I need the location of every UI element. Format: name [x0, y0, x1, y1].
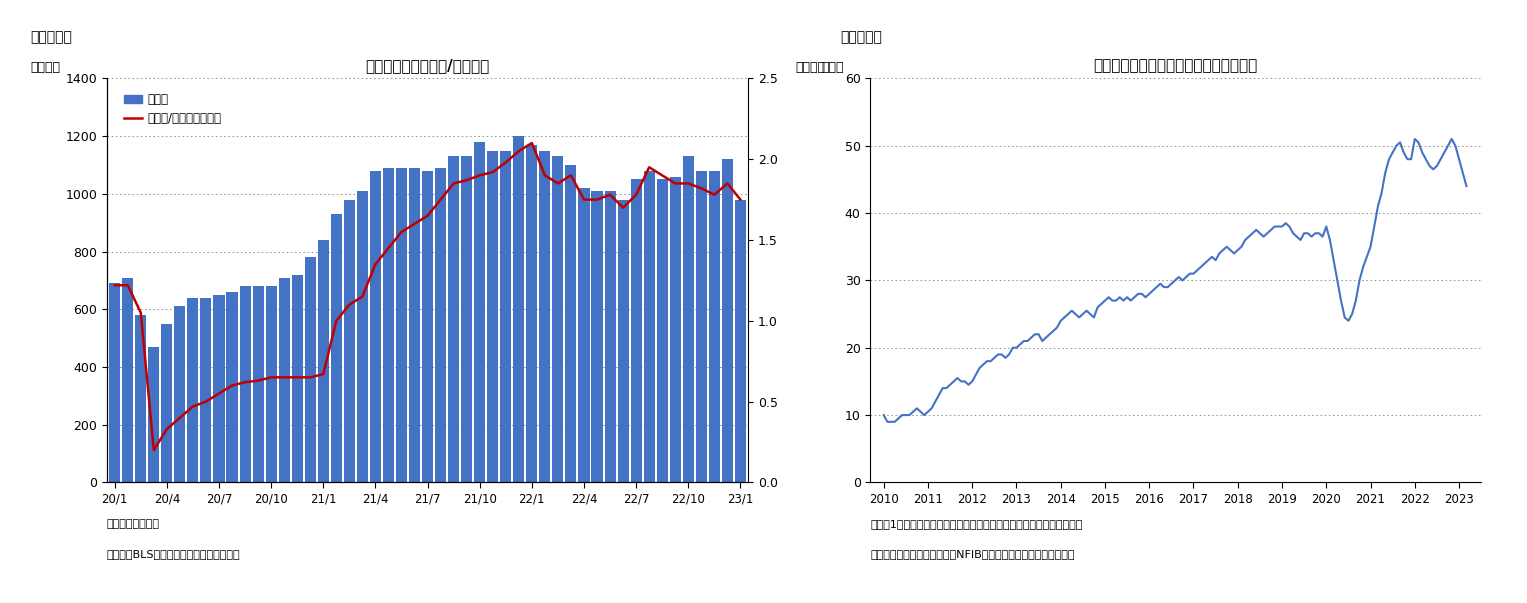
Bar: [696, 171, 707, 482]
Bar: [513, 136, 524, 482]
Text: （資料）BLSよりニッセイ基礎研究所作成: （資料）BLSよりニッセイ基礎研究所作成: [107, 549, 241, 559]
Bar: [162, 324, 173, 482]
Bar: [122, 277, 133, 482]
Bar: [447, 156, 460, 482]
Bar: [643, 171, 655, 482]
Bar: [487, 151, 498, 482]
Bar: [527, 145, 538, 482]
Bar: [395, 168, 408, 482]
Bar: [409, 168, 420, 482]
Text: （注）1人以上の欠員を補充するのが困難と回答したき中小企業の割合: （注）1人以上の欠員を補充するのが困難と回答したき中小企業の割合: [870, 519, 1083, 529]
Bar: [553, 156, 563, 482]
Bar: [657, 180, 667, 482]
Bar: [240, 286, 250, 482]
Bar: [383, 168, 394, 482]
Bar: [501, 151, 512, 482]
Bar: [605, 191, 615, 482]
Bar: [631, 180, 641, 482]
Bar: [565, 165, 577, 482]
Bar: [252, 286, 264, 482]
Bar: [331, 214, 342, 482]
Bar: [344, 200, 354, 482]
Bar: [226, 292, 238, 482]
Bar: [435, 168, 446, 482]
Bar: [108, 283, 121, 482]
Bar: [278, 277, 290, 482]
Bar: [357, 191, 368, 482]
Bar: [136, 315, 147, 482]
Bar: [475, 142, 486, 482]
Bar: [617, 200, 629, 482]
Bar: [539, 151, 550, 482]
Bar: [709, 171, 719, 482]
Text: （％）: （％）: [822, 62, 844, 74]
Text: （万人）: （万人）: [31, 62, 60, 74]
Bar: [670, 177, 681, 482]
Bar: [683, 156, 693, 482]
Text: （比率）: （比率）: [796, 62, 825, 74]
Bar: [370, 171, 380, 482]
Bar: [421, 171, 434, 482]
Bar: [266, 286, 276, 482]
Title: 求人数および求人数/失業者数: 求人数および求人数/失業者数: [365, 58, 490, 73]
Bar: [305, 257, 316, 482]
Bar: [591, 191, 603, 482]
Title: 中小企業で欠員補充が困難との回答割合: 中小企業で欠員補充が困難との回答割合: [1093, 58, 1258, 73]
Bar: [292, 274, 302, 482]
Bar: [188, 298, 199, 482]
Bar: [318, 240, 328, 482]
Legend: 求人数, 求人数/失業数（右軸）: 求人数, 求人数/失業数（右軸）: [119, 88, 226, 130]
Text: （図表７）: （図表７）: [840, 30, 881, 44]
Bar: [200, 298, 212, 482]
Bar: [174, 306, 185, 482]
Bar: [148, 347, 159, 482]
Bar: [214, 295, 224, 482]
Bar: [461, 156, 472, 482]
Text: （図表６）: （図表６）: [31, 30, 72, 44]
Bar: [734, 200, 747, 482]
Text: （資料）全米独立企業協会（NFIB）よりニッセイ基礎研究所作成: （資料）全米独立企業協会（NFIB）よりニッセイ基礎研究所作成: [870, 549, 1075, 559]
Bar: [722, 159, 733, 482]
Text: （注）季節調整済: （注）季節調整済: [107, 519, 160, 529]
Bar: [579, 188, 589, 482]
